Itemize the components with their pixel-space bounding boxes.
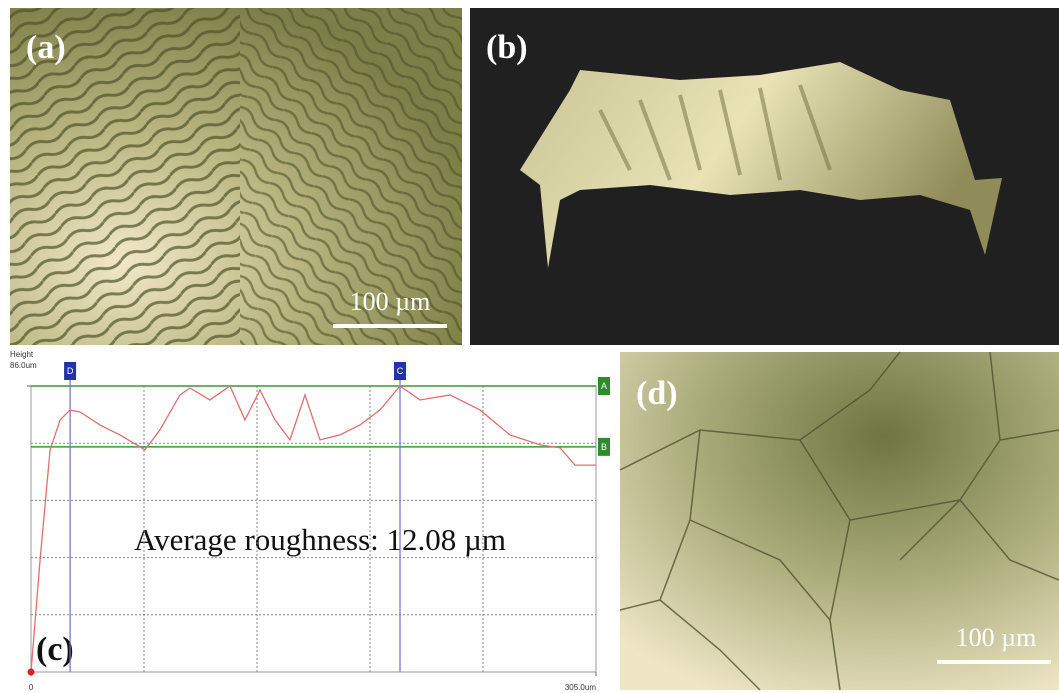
x-tick-label: 0: [29, 683, 34, 692]
figure: (a) 100 µm (b) Height Average roughness:…: [0, 0, 1059, 693]
annotation: Average roughness: 12.08 µm: [134, 522, 506, 557]
cursor-label: A: [601, 381, 607, 391]
panel-label: (a): [26, 29, 66, 66]
scale-bar-label: 100 µm: [350, 287, 431, 316]
x-tick-label: 305.0um: [565, 683, 596, 692]
y-tick-label: 86.0um: [10, 361, 37, 370]
cursor-label: C: [397, 366, 404, 376]
panel-label: (c): [36, 631, 74, 668]
panel-label: (d): [636, 375, 678, 412]
origin-point: [28, 669, 35, 676]
scale-bar-label: 100 µm: [956, 623, 1037, 652]
panel-c: Height Average roughness: 12.08 µm (c) 0…: [10, 350, 610, 692]
panel-d: (d) 100 µm: [620, 352, 1059, 690]
panel-label: (b): [486, 29, 528, 66]
scale-bar: [333, 324, 447, 328]
panel-a: (a) 100 µm: [10, 8, 462, 345]
y-axis-label: Height: [10, 350, 34, 359]
panel-b: (b): [470, 8, 1059, 345]
scale-bar: [937, 660, 1051, 664]
cursor-label: B: [601, 442, 607, 452]
cursor-label: D: [67, 366, 74, 376]
